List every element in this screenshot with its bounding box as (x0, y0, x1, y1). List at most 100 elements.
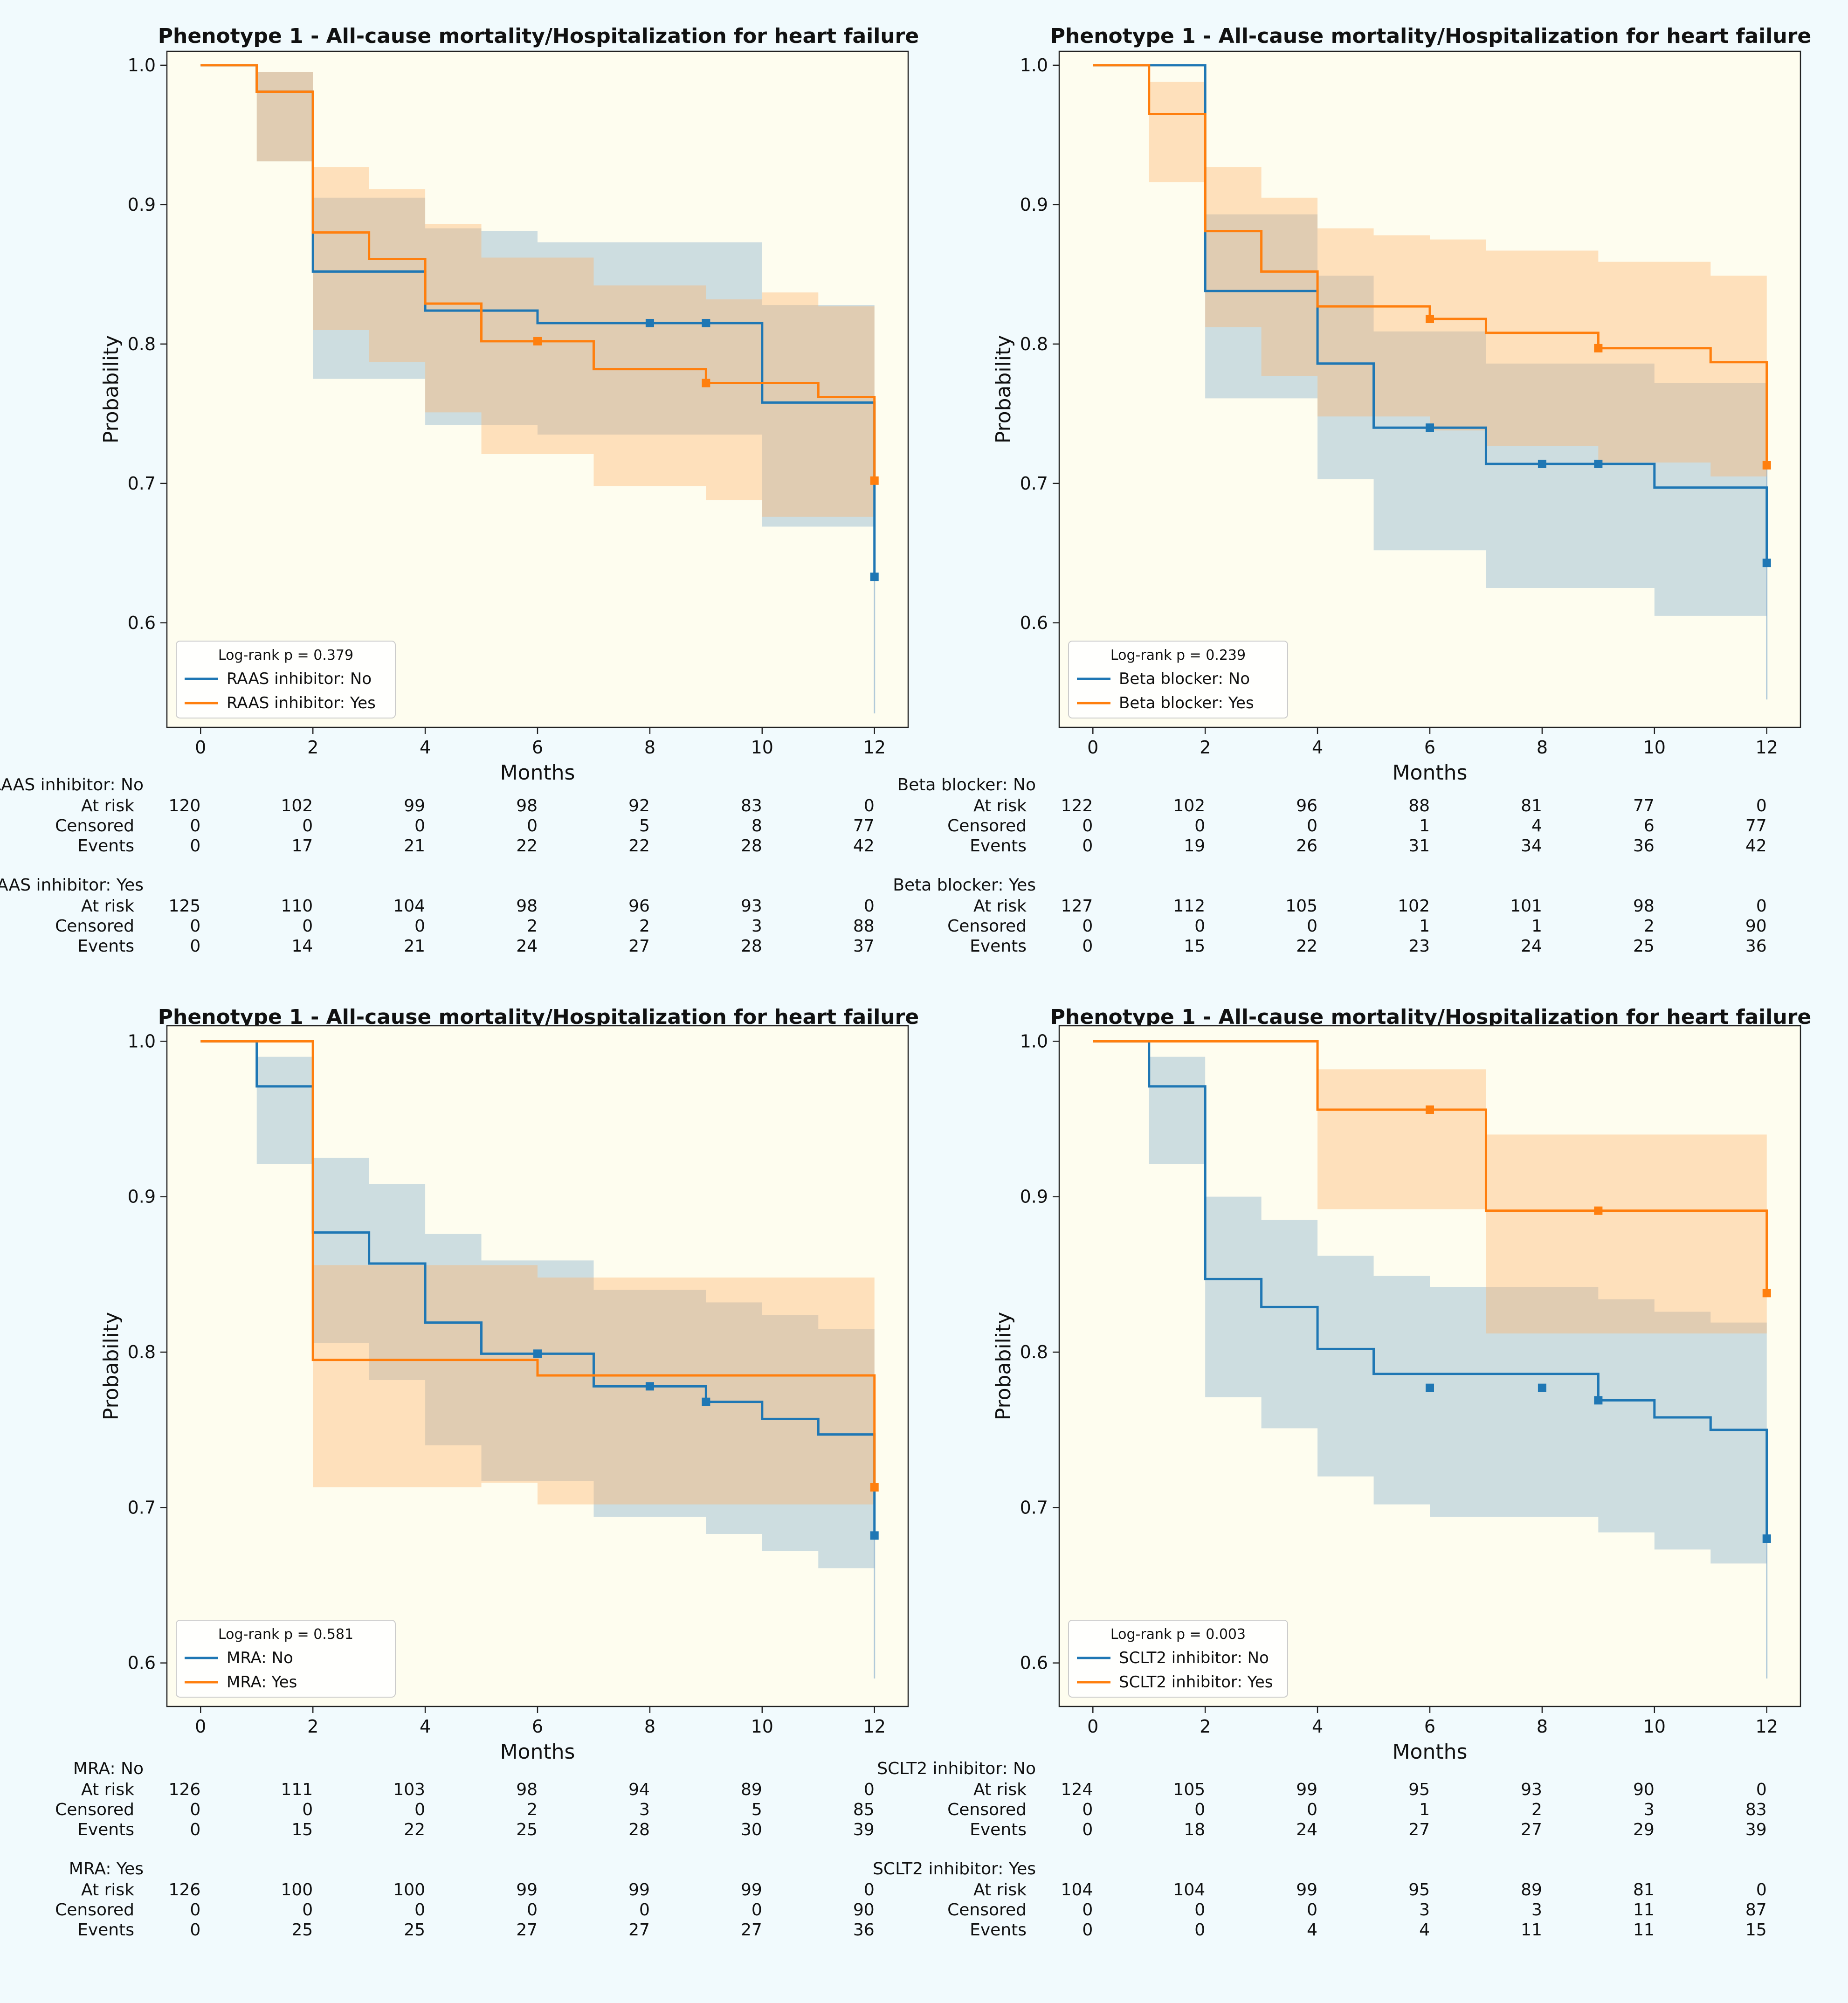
y-tick-label: 0.6 (128, 1653, 156, 1673)
censor-mark (1426, 423, 1434, 432)
risk-cell: 3 (1644, 1800, 1655, 1819)
x-tick-label: 4 (420, 1716, 431, 1737)
risk-cell: 36 (1633, 836, 1655, 856)
risk-cell: 94 (628, 1780, 650, 1799)
risk-cell: 42 (853, 836, 875, 856)
risk-cell: 0 (1082, 1820, 1093, 1839)
ci-band-2 (1093, 1041, 1767, 1333)
y-tick-label: 0.7 (128, 1497, 156, 1518)
risk-cell: 34 (1521, 836, 1542, 856)
risk-cell: 17 (291, 836, 313, 856)
risk-cell: 0 (1082, 1800, 1093, 1819)
x-axis-label: Months (500, 1740, 575, 1764)
legend-entry: SCLT2 inhibitor: Yes (1119, 1673, 1273, 1692)
risk-cell: 27 (1408, 1820, 1430, 1839)
x-tick-label: 8 (1537, 737, 1548, 758)
risk-cell: 124 (1061, 1780, 1093, 1799)
legend-entry: MRA: No (227, 1649, 293, 1667)
plot-area (167, 51, 908, 727)
censor-mark (870, 1483, 879, 1492)
risk-cell: 0 (1082, 1920, 1093, 1940)
censor-mark (1594, 1396, 1603, 1405)
y-axis-label: Probability (992, 335, 1015, 444)
risk-cell: 0 (1756, 796, 1767, 815)
risk-cell: 22 (628, 836, 650, 856)
risk-cell: 0 (190, 917, 200, 936)
risk-cell: 0 (190, 1800, 200, 1819)
risk-cell: 77 (1633, 796, 1655, 815)
risk-cell: 0 (414, 1900, 425, 1920)
legend-title: Log-rank p = 0.003 (1110, 1626, 1246, 1643)
risk-cell: 90 (1745, 917, 1767, 936)
risk-cell: 126 (169, 1780, 201, 1799)
risk-cell: 98 (1633, 897, 1655, 916)
risk-table-group-label: RAAS inhibitor: No (0, 775, 144, 794)
risk-cell: 0 (190, 1820, 200, 1839)
survival-line-2 (1093, 64, 1768, 465)
risk-cell: 11 (1521, 1920, 1542, 1940)
legend-box (1068, 641, 1288, 718)
risk-cell: 3 (752, 917, 762, 936)
risk-row-label: Events (77, 836, 134, 856)
legend-entry: RAAS inhibitor: No (227, 670, 372, 688)
risk-cell: 89 (741, 1780, 762, 1799)
risk-cell: 23 (1408, 937, 1430, 956)
x-tick-label: 4 (420, 737, 431, 758)
risk-cell: 0 (1307, 816, 1317, 836)
risk-cell: 22 (1296, 937, 1317, 956)
risk-table-group-label: SCLT2 inhibitor: No (877, 1759, 1036, 1778)
censor-mark (1538, 459, 1546, 468)
risk-cell: 0 (1194, 1920, 1205, 1940)
risk-cell: 28 (741, 836, 762, 856)
risk-cell: 99 (1296, 1780, 1317, 1799)
x-tick-label: 2 (307, 737, 318, 758)
risk-cell: 96 (628, 897, 650, 916)
risk-cell: 11 (1633, 1900, 1655, 1920)
risk-cell: 1 (1531, 917, 1542, 936)
risk-row-label: Censored (55, 917, 134, 936)
x-tick-label: 0 (195, 1716, 206, 1737)
risk-table-group-label: Beta blocker: Yes (893, 876, 1036, 895)
risk-cell: 28 (741, 937, 762, 956)
risk-cell: 0 (190, 1920, 200, 1940)
risk-cell: 27 (516, 1920, 538, 1940)
risk-cell: 0 (864, 1780, 875, 1799)
risk-cell: 8 (752, 816, 762, 836)
risk-cell: 5 (752, 1800, 762, 1819)
risk-cell: 3 (1419, 1900, 1430, 1920)
risk-row-label: Events (970, 1820, 1027, 1839)
risk-cell: 0 (864, 796, 875, 815)
risk-cell: 0 (190, 1900, 200, 1920)
risk-row-label: Censored (947, 917, 1027, 936)
x-tick-label: 12 (1756, 1716, 1778, 1737)
chart-panel-1: Phenotype 1 - All-cause mortality/Hospit… (0, 24, 919, 956)
y-tick-label: 1.0 (1020, 55, 1048, 76)
censor-mark (870, 1531, 879, 1540)
risk-cell: 105 (1285, 897, 1317, 916)
ci-band-1 (1093, 65, 1767, 616)
y-tick-label: 0.8 (128, 1342, 156, 1362)
x-tick-label: 12 (863, 737, 886, 758)
risk-cell: 24 (1296, 1820, 1317, 1839)
risk-cell: 2 (639, 917, 650, 936)
risk-row-label: At risk (81, 796, 134, 815)
x-tick-label: 6 (1424, 1716, 1435, 1737)
risk-row-label: Censored (947, 1800, 1027, 1819)
legend-entry: SCLT2 inhibitor: No (1119, 1649, 1269, 1667)
y-tick-label: 1.0 (128, 1031, 156, 1051)
risk-cell: 0 (302, 816, 313, 836)
y-tick-label: 1.0 (128, 55, 156, 76)
risk-cell: 0 (864, 1880, 875, 1899)
risk-cell: 99 (628, 1880, 650, 1899)
censor-mark (533, 1349, 542, 1358)
risk-cell: 0 (302, 917, 313, 936)
risk-table-2: RAAS inhibitor: Yes At risk 125 110 104 98 96 9… (0, 876, 875, 956)
risk-cell: 126 (169, 1880, 201, 1899)
risk-cell: 99 (516, 1880, 538, 1899)
risk-cell: 4 (1307, 1920, 1317, 1940)
risk-row-label: At risk (973, 796, 1027, 815)
